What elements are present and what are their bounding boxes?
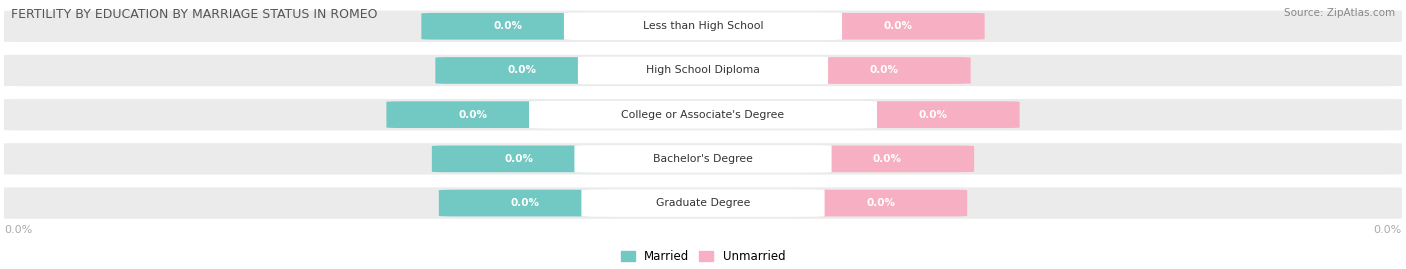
FancyBboxPatch shape bbox=[578, 57, 828, 84]
FancyBboxPatch shape bbox=[0, 187, 1406, 219]
Text: 0.0%: 0.0% bbox=[883, 21, 912, 31]
Text: 0.0%: 0.0% bbox=[458, 110, 488, 120]
FancyBboxPatch shape bbox=[794, 190, 967, 217]
FancyBboxPatch shape bbox=[564, 12, 842, 40]
Text: 0.0%: 0.0% bbox=[873, 154, 903, 164]
FancyBboxPatch shape bbox=[0, 10, 1406, 42]
Text: 0.0%: 0.0% bbox=[510, 198, 540, 208]
FancyBboxPatch shape bbox=[0, 99, 1406, 130]
Text: 0.0%: 0.0% bbox=[1374, 225, 1402, 235]
Text: FERTILITY BY EDUCATION BY MARRIAGE STATUS IN ROMEO: FERTILITY BY EDUCATION BY MARRIAGE STATU… bbox=[11, 8, 378, 21]
FancyBboxPatch shape bbox=[432, 146, 605, 172]
FancyBboxPatch shape bbox=[797, 57, 970, 84]
FancyBboxPatch shape bbox=[0, 143, 1406, 175]
FancyBboxPatch shape bbox=[575, 145, 831, 173]
Text: College or Associate's Degree: College or Associate's Degree bbox=[621, 110, 785, 120]
FancyBboxPatch shape bbox=[529, 101, 877, 129]
Text: 0.0%: 0.0% bbox=[503, 154, 533, 164]
FancyBboxPatch shape bbox=[439, 190, 612, 217]
Text: 0.0%: 0.0% bbox=[918, 110, 948, 120]
Text: Bachelor's Degree: Bachelor's Degree bbox=[652, 154, 754, 164]
Text: 0.0%: 0.0% bbox=[508, 65, 537, 76]
Legend: Married, Unmarried: Married, Unmarried bbox=[616, 245, 790, 268]
FancyBboxPatch shape bbox=[387, 101, 560, 128]
Text: 0.0%: 0.0% bbox=[494, 21, 523, 31]
Text: High School Diploma: High School Diploma bbox=[647, 65, 759, 76]
FancyBboxPatch shape bbox=[582, 189, 824, 217]
FancyBboxPatch shape bbox=[811, 13, 984, 40]
FancyBboxPatch shape bbox=[0, 55, 1406, 86]
Text: Graduate Degree: Graduate Degree bbox=[655, 198, 751, 208]
FancyBboxPatch shape bbox=[801, 146, 974, 172]
FancyBboxPatch shape bbox=[436, 57, 609, 84]
Text: 0.0%: 0.0% bbox=[4, 225, 32, 235]
Text: Less than High School: Less than High School bbox=[643, 21, 763, 31]
FancyBboxPatch shape bbox=[846, 101, 1019, 128]
Text: 0.0%: 0.0% bbox=[866, 198, 896, 208]
Text: Source: ZipAtlas.com: Source: ZipAtlas.com bbox=[1284, 8, 1395, 18]
FancyBboxPatch shape bbox=[422, 13, 595, 40]
Text: 0.0%: 0.0% bbox=[869, 65, 898, 76]
